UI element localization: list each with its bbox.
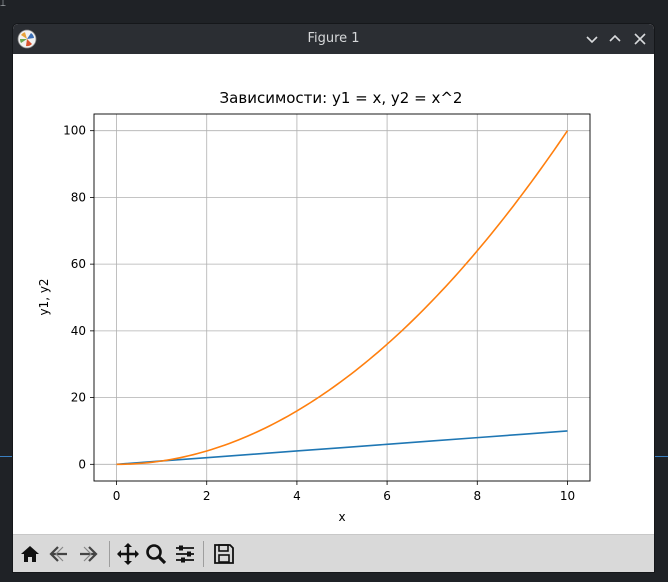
back-icon[interactable] — [46, 541, 72, 567]
background-cursor-glyph: ⌶ — [0, 0, 6, 9]
series-line-2 — [116, 130, 569, 466]
save-icon[interactable] — [211, 541, 237, 567]
toolbar-separator — [203, 541, 204, 567]
x-tick-label: 10 — [560, 489, 575, 503]
axes-frame — [93, 113, 591, 482]
home-icon[interactable] — [17, 541, 43, 567]
toolbar-separator — [109, 541, 110, 567]
y-tick-label: 0 — [78, 457, 86, 471]
maximize-icon[interactable] — [605, 29, 625, 49]
background-editor-fragment — [0, 492, 14, 514]
y-axis-label: y1, y2 — [37, 278, 51, 315]
close-icon[interactable] — [630, 29, 650, 49]
figure-window: Figure 1 Зависимости: y1 = x, y2 = x^2 0… — [13, 24, 654, 572]
y-tick-label: 100 — [63, 124, 86, 138]
configure-subplots-icon[interactable] — [172, 541, 198, 567]
series-layer — [116, 130, 569, 466]
x-tick-label: 2 — [203, 489, 211, 503]
line-chart: Зависимости: y1 = x, y2 = x^2 0 2 4 6 8 10020… — [37, 89, 591, 524]
chart-title: Зависимости: y1 = x, y2 = x^2 — [220, 89, 463, 107]
x-tick-label: 4 — [293, 489, 301, 503]
series-line-1 — [116, 430, 568, 466]
x-tick-label: 8 — [473, 489, 481, 503]
y-tick-label: 60 — [71, 257, 86, 271]
y-tick-label: 40 — [71, 324, 86, 338]
x-axis-label: x — [338, 510, 345, 524]
plot-canvas[interactable]: Зависимости: y1 = x, y2 = x^2 0 2 4 6 8 10 0 20… — [13, 54, 654, 534]
matplotlib-app-icon — [17, 29, 37, 49]
window-titlebar[interactable]: Figure 1 — [13, 24, 654, 54]
background-divider — [0, 456, 14, 457]
window-title: Figure 1 — [307, 31, 360, 46]
y-tick-label: 80 — [71, 190, 86, 204]
y-tick-label: 20 — [71, 391, 86, 405]
x-tick-label: 6 — [383, 489, 391, 503]
x-tick-label: 0 — [113, 489, 121, 503]
pan-icon[interactable] — [115, 541, 141, 567]
grid-layer — [94, 114, 590, 481]
zoom-icon[interactable] — [143, 541, 169, 567]
navigation-toolbar — [13, 534, 654, 572]
forward-icon[interactable] — [75, 541, 101, 567]
background-divider-right — [654, 456, 668, 457]
minimize-icon[interactable] — [582, 29, 602, 49]
